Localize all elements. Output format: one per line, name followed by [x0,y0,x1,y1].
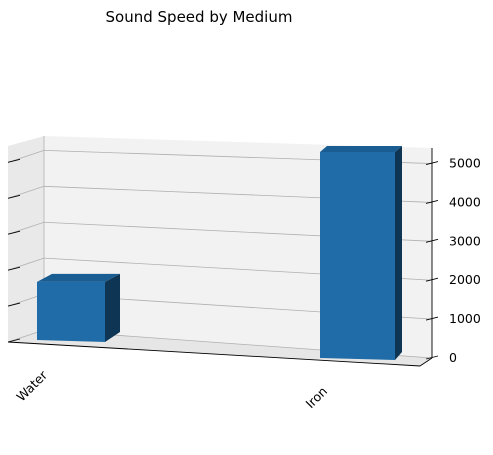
z-tick-label-2000: 2000 [449,272,481,287]
back-pane [8,136,44,342]
bar-iron [320,146,402,360]
side-tick-2000 [7,266,21,271]
z-tick-4000 [425,200,439,204]
z-tick-label-4000: 4000 [449,194,481,209]
bar-top-face [37,273,120,282]
bar-top-face [320,146,402,152]
side-tick-4000 [7,194,21,199]
side-grid-line-3000 [7,221,45,235]
bars [37,146,402,360]
side-grid-line-2000 [7,257,45,271]
x-axis-edge [419,357,433,367]
z-tick-3000 [425,238,439,243]
side-grid-line-4000 [7,185,45,199]
z-tick-label-1000: 1000 [449,311,481,326]
z-tick-label-5000: 5000 [449,156,481,171]
z-tick-5000 [425,161,439,165]
bar-water [37,273,120,342]
x-tick-label-iron: Iron [302,384,330,412]
side-tick-5000 [7,158,21,163]
bar-side-face [395,146,402,360]
z-tick-1000 [425,316,439,321]
bar-side-face [105,273,120,342]
x-axis-line [7,341,421,367]
z-tick-label-3000: 3000 [449,233,481,248]
side-tick-0 [7,338,21,343]
bar-front-face [37,281,105,342]
x-tick-label-water: Water [13,367,50,404]
z-ticks: 0 1000 2000 3000 4000 5000 [7,156,481,365]
z-tick-2000 [425,277,439,282]
axes [7,148,433,367]
side-tick-1000 [7,302,21,307]
bar-front-face [320,152,395,360]
chart-title: Sound Speed by Medium [106,8,293,26]
side-tick-3000 [7,230,21,235]
x-tick-labels: Water Iron [13,367,330,411]
z-tick-label-0: 0 [449,350,457,365]
side-grid-line-5000 [7,149,45,163]
z-tick-0 [425,355,439,360]
